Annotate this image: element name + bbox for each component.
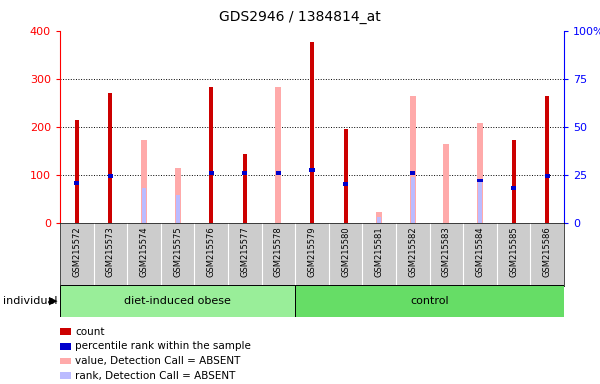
Bar [209, 88, 213, 223]
Text: count: count [75, 327, 104, 337]
Text: percentile rank within the sample: percentile rank within the sample [75, 341, 251, 351]
Text: GSM215582: GSM215582 [409, 226, 418, 276]
Text: GSM215572: GSM215572 [73, 226, 82, 276]
Bar [109, 93, 112, 223]
Bar [176, 195, 179, 223]
Text: GSM215573: GSM215573 [106, 226, 115, 276]
Bar [512, 140, 515, 223]
Text: GSM215576: GSM215576 [206, 226, 216, 276]
Bar [75, 119, 79, 223]
Bar [276, 171, 281, 175]
Bar [295, 285, 564, 317]
Bar [243, 154, 247, 223]
Bar [511, 186, 516, 190]
Bar [411, 177, 415, 223]
Bar [310, 168, 314, 172]
Bar [142, 188, 146, 223]
Bar [275, 88, 281, 223]
Bar [141, 140, 147, 223]
Text: control: control [410, 296, 449, 306]
Text: GSM215575: GSM215575 [173, 226, 182, 276]
Text: rank, Detection Call = ABSENT: rank, Detection Call = ABSENT [75, 371, 235, 381]
Bar [443, 144, 449, 223]
Bar [545, 96, 549, 223]
Bar [477, 123, 483, 223]
Bar [175, 167, 181, 223]
Bar [410, 96, 416, 223]
Bar [344, 129, 347, 223]
Text: GSM215586: GSM215586 [543, 226, 552, 276]
Bar [74, 182, 79, 185]
Text: GSM215583: GSM215583 [442, 226, 451, 276]
Text: GSM215574: GSM215574 [139, 226, 149, 276]
Bar [376, 212, 382, 223]
Bar [377, 217, 381, 223]
Bar [310, 42, 314, 223]
Text: individual: individual [3, 296, 58, 306]
Text: GSM215577: GSM215577 [240, 226, 250, 276]
Text: ▶: ▶ [49, 296, 58, 306]
Bar [478, 179, 482, 182]
Bar [545, 174, 550, 178]
Bar [478, 180, 482, 223]
Text: GSM215578: GSM215578 [274, 226, 283, 276]
Text: GSM215581: GSM215581 [375, 226, 384, 276]
Text: GSM215580: GSM215580 [341, 226, 350, 276]
Bar [343, 182, 348, 186]
Text: GSM215579: GSM215579 [308, 226, 317, 276]
Text: GSM215584: GSM215584 [476, 226, 485, 276]
Bar [410, 171, 415, 175]
Text: value, Detection Call = ABSENT: value, Detection Call = ABSENT [75, 356, 241, 366]
Text: diet-induced obese: diet-induced obese [124, 296, 231, 306]
Text: GSM215585: GSM215585 [509, 226, 518, 276]
Bar [108, 174, 113, 178]
Bar [209, 171, 214, 175]
Bar [60, 285, 295, 317]
Bar [242, 171, 247, 175]
Text: GDS2946 / 1384814_at: GDS2946 / 1384814_at [219, 10, 381, 23]
